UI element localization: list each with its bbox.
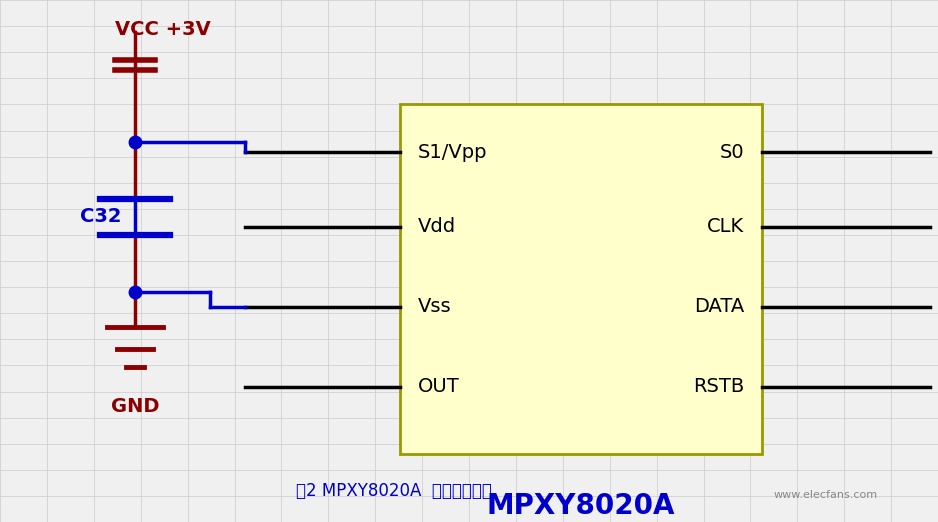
Text: VCC +3V: VCC +3V (115, 20, 211, 39)
Text: C32: C32 (80, 208, 122, 227)
Text: GND: GND (111, 397, 159, 416)
Text: RSTB: RSTB (693, 377, 744, 397)
Text: Vdd: Vdd (418, 218, 456, 236)
Text: MPXY8020A: MPXY8020A (487, 492, 675, 520)
Text: DATA: DATA (694, 298, 744, 316)
Text: www.elecfans.com: www.elecfans.com (773, 490, 878, 500)
Bar (400, 104, 762, 454)
Text: 图2 MPXY8020A  传感器接口图: 图2 MPXY8020A 传感器接口图 (296, 482, 492, 500)
Text: CLK: CLK (707, 218, 744, 236)
Text: S0: S0 (719, 143, 744, 161)
Text: OUT: OUT (418, 377, 460, 397)
Text: Vss: Vss (418, 298, 451, 316)
Text: S1/Vpp: S1/Vpp (418, 143, 488, 161)
